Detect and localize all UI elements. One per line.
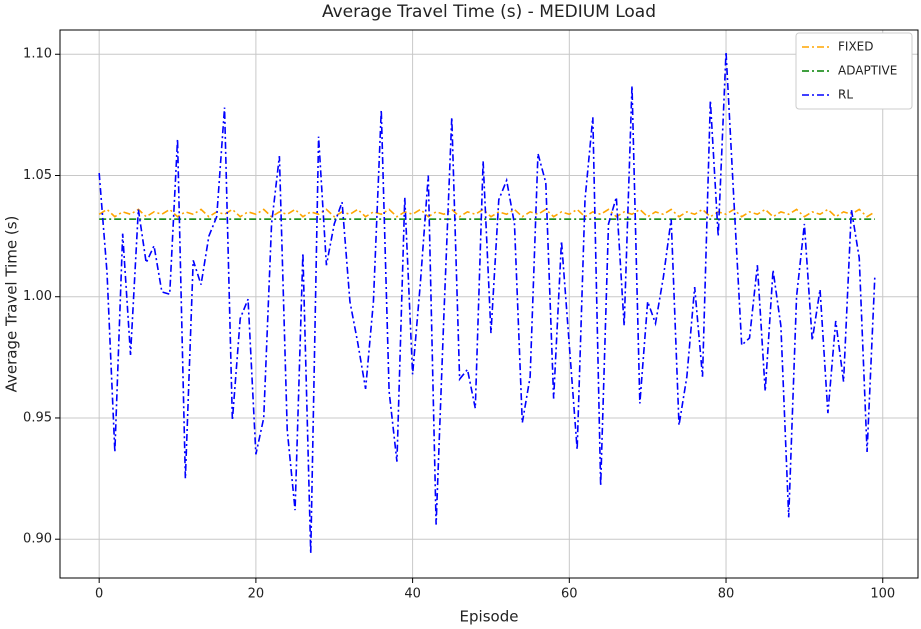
plot-frame [59,29,919,579]
x-tick-label: 80 [718,587,735,602]
y-tick-label: 1.10 [23,47,52,62]
x-axis-label: Episode [460,608,519,626]
y-axis-label: Average Travel Time (s) [3,216,21,393]
legend-box [795,32,913,110]
legend-label: FIXED [838,40,873,54]
series-line [98,51,876,554]
x-tick-label: 100 [870,587,895,602]
y-tick-label: 0.95 [23,410,52,425]
legend-label: RL [838,88,853,102]
y-tick-label: 0.90 [23,532,52,547]
chart-title: Average Travel Time (s) - MEDIUM Load [322,2,656,22]
y-tick-label: 1.00 [23,289,52,304]
x-tick-label: 40 [404,587,421,602]
y-tick-label: 1.05 [23,168,52,183]
legend-label: ADAPTIVE [838,64,897,78]
legend: FIXED ADAPTIVE RL [795,32,913,110]
x-tick-label: 0 [95,587,103,602]
x-tick-label: 60 [561,587,578,602]
series-line [98,208,876,218]
x-tick-label: 20 [248,587,265,602]
